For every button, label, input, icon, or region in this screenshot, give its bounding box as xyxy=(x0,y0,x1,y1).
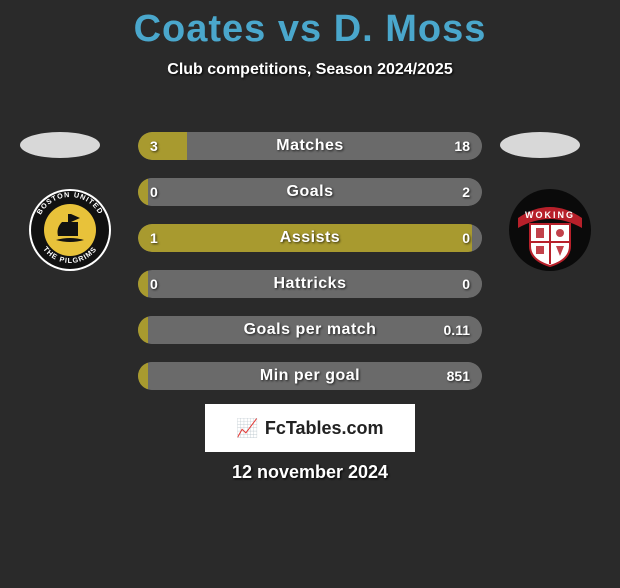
player2-avatar xyxy=(500,132,580,158)
player2-name: D. Moss xyxy=(334,8,487,50)
watermark: 📈 FcTables.com xyxy=(205,404,415,452)
stat-row: 10Assists xyxy=(138,224,482,252)
woking-crest-icon: WOKING xyxy=(508,188,592,272)
stat-row: 318Matches xyxy=(138,132,482,160)
stat-row: 02Goals xyxy=(138,178,482,206)
vs-text: vs xyxy=(278,8,322,50)
stat-row: 00Hattricks xyxy=(138,270,482,298)
boston-united-crest-icon: BOSTON UNITED THE PILGRIMS xyxy=(28,188,112,272)
player1-club-crest: BOSTON UNITED THE PILGRIMS xyxy=(28,188,112,272)
stat-label: Assists xyxy=(138,224,482,252)
chart-icon: 📈 xyxy=(236,418,258,439)
comparison-bars: 318Matches 02Goals 10Assists 00Hattricks 0.1… xyxy=(138,132,482,408)
stat-row: 851Min per goal xyxy=(138,362,482,390)
subtitle: Club competitions, Season 2024/2025 xyxy=(0,61,620,79)
stat-label: Goals xyxy=(138,178,482,206)
stat-label: Hattricks xyxy=(138,270,482,298)
stat-row: 0.11Goals per match xyxy=(138,316,482,344)
svg-text:WOKING: WOKING xyxy=(525,210,575,220)
stat-label: Min per goal xyxy=(138,362,482,390)
player1-name: Coates xyxy=(134,8,267,50)
player2-club-crest: WOKING xyxy=(508,188,592,272)
comparison-title: Coates vs D. Moss xyxy=(0,8,620,51)
watermark-text: FcTables.com xyxy=(265,418,384,439)
stat-label: Goals per match xyxy=(138,316,482,344)
stat-label: Matches xyxy=(138,132,482,160)
player1-avatar xyxy=(20,132,100,158)
date-text: 12 november 2024 xyxy=(0,462,620,483)
